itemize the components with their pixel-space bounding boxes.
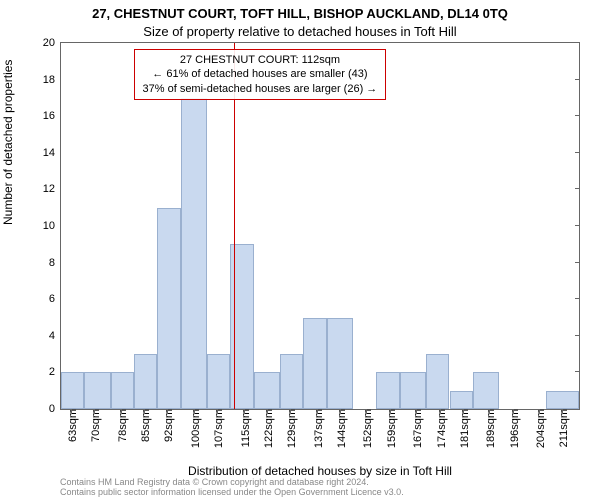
x-tick-label: 115sqm bbox=[236, 409, 252, 447]
annotation-box: 27 CHESTNUT COURT: 112sqm← 61% of detach… bbox=[134, 49, 387, 100]
y-tick-label: 2 bbox=[49, 366, 61, 378]
x-tick-mark bbox=[167, 409, 168, 414]
y-tick-mark bbox=[575, 335, 580, 336]
y-axis-label: Number of detached properties bbox=[1, 60, 15, 225]
histogram-bar bbox=[280, 354, 303, 409]
histogram-bar bbox=[400, 372, 427, 409]
x-tick-mark bbox=[71, 409, 72, 414]
y-tick-mark bbox=[575, 42, 580, 43]
annotation-line: 27 CHESTNUT COURT: 112sqm bbox=[143, 53, 378, 67]
x-tick-mark bbox=[562, 409, 563, 414]
histogram-bar bbox=[254, 372, 281, 409]
x-tick-label: 129sqm bbox=[282, 409, 298, 448]
x-axis-label: Distribution of detached houses by size … bbox=[60, 464, 580, 478]
histogram-bar bbox=[61, 372, 84, 409]
histogram-bar bbox=[473, 372, 500, 409]
x-tick-label: 159sqm bbox=[382, 409, 398, 448]
y-tick-label: 16 bbox=[43, 110, 61, 122]
x-tick-label: 152sqm bbox=[358, 409, 374, 448]
histogram-bar bbox=[84, 372, 111, 409]
x-tick-label: 122sqm bbox=[259, 409, 275, 448]
x-tick-mark bbox=[267, 409, 268, 414]
y-tick-mark bbox=[575, 79, 580, 80]
y-tick-label: 0 bbox=[49, 403, 61, 415]
x-tick-mark bbox=[340, 409, 341, 414]
x-tick-mark bbox=[489, 409, 490, 414]
x-tick-mark bbox=[463, 409, 464, 414]
footer-attribution: Contains HM Land Registry data © Crown c… bbox=[60, 478, 404, 498]
x-tick-mark bbox=[513, 409, 514, 414]
y-tick-mark bbox=[575, 115, 580, 116]
x-tick-mark bbox=[390, 409, 391, 414]
chart-title-sub: Size of property relative to detached ho… bbox=[0, 24, 600, 39]
y-tick-label: 18 bbox=[43, 74, 61, 86]
y-tick-mark bbox=[575, 188, 580, 189]
y-tick-label: 12 bbox=[43, 183, 61, 195]
x-tick-mark bbox=[366, 409, 367, 414]
chart-container: 27, CHESTNUT COURT, TOFT HILL, BISHOP AU… bbox=[0, 0, 600, 500]
footer-line-2: Contains public sector information licen… bbox=[60, 488, 404, 498]
x-tick-label: 181sqm bbox=[455, 409, 471, 448]
y-tick-label: 14 bbox=[43, 147, 61, 159]
x-tick-mark bbox=[194, 409, 195, 414]
y-tick-label: 8 bbox=[49, 257, 61, 269]
y-tick-mark bbox=[575, 371, 580, 372]
histogram-bar bbox=[157, 208, 180, 409]
x-tick-label: 211sqm bbox=[554, 409, 570, 447]
x-tick-mark bbox=[94, 409, 95, 414]
x-tick-mark bbox=[317, 409, 318, 414]
x-tick-label: 189sqm bbox=[481, 409, 497, 448]
y-tick-label: 6 bbox=[49, 293, 61, 305]
y-tick-label: 20 bbox=[43, 37, 61, 49]
histogram-bar bbox=[450, 391, 473, 409]
y-tick-label: 4 bbox=[49, 330, 61, 342]
histogram-bar bbox=[111, 372, 134, 409]
annotation-line: ← 61% of detached houses are smaller (43… bbox=[143, 67, 378, 81]
histogram-bar bbox=[327, 318, 354, 410]
histogram-bar bbox=[546, 391, 579, 409]
chart-title-main: 27, CHESTNUT COURT, TOFT HILL, BISHOP AU… bbox=[0, 6, 600, 21]
annotation-line: 37% of semi-detached houses are larger (… bbox=[143, 82, 378, 96]
x-tick-label: 137sqm bbox=[309, 409, 325, 448]
x-tick-mark bbox=[416, 409, 417, 414]
x-tick-label: 100sqm bbox=[186, 409, 202, 448]
x-tick-label: 144sqm bbox=[332, 409, 348, 448]
x-tick-mark bbox=[121, 409, 122, 414]
x-tick-mark bbox=[440, 409, 441, 414]
x-tick-label: 174sqm bbox=[432, 409, 448, 448]
histogram-bar bbox=[181, 98, 208, 409]
x-tick-label: 107sqm bbox=[209, 409, 225, 448]
plot-area: 0246810121416182063sqm70sqm78sqm85sqm92s… bbox=[60, 42, 580, 410]
x-tick-label: 196sqm bbox=[505, 409, 521, 448]
y-tick-mark bbox=[575, 225, 580, 226]
x-tick-mark bbox=[290, 409, 291, 414]
y-tick-label: 10 bbox=[43, 220, 61, 232]
histogram-bar bbox=[207, 354, 230, 409]
histogram-bar bbox=[426, 354, 449, 409]
x-tick-mark bbox=[217, 409, 218, 414]
y-tick-mark bbox=[575, 152, 580, 153]
x-tick-label: 167sqm bbox=[408, 409, 424, 448]
x-tick-label: 204sqm bbox=[531, 409, 547, 448]
x-tick-mark bbox=[539, 409, 540, 414]
histogram-bar bbox=[134, 354, 157, 409]
y-tick-mark bbox=[575, 298, 580, 299]
histogram-bar bbox=[303, 318, 326, 410]
histogram-bar bbox=[376, 372, 399, 409]
y-tick-mark bbox=[575, 262, 580, 263]
x-tick-mark bbox=[244, 409, 245, 414]
x-tick-mark bbox=[144, 409, 145, 414]
